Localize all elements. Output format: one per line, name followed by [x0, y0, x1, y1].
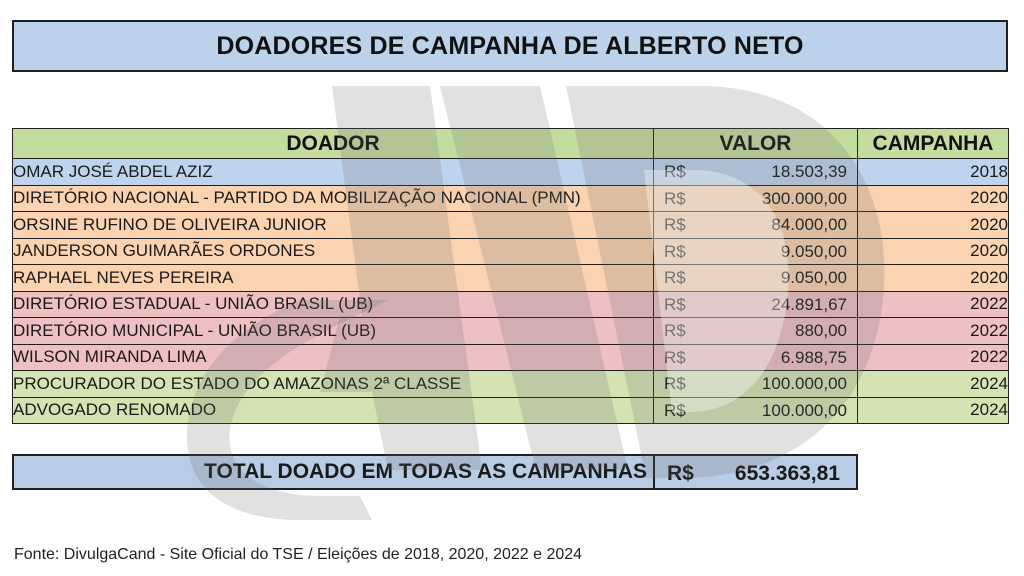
campaign-year: 2020	[857, 184, 1009, 212]
donation-amount: 9.050,00	[780, 268, 847, 287]
table-row: JANDERSON GUIMARÃES ORDONES R$ 9.050,00 202…	[12, 237, 1009, 265]
campaign-year: 2022	[857, 290, 1009, 318]
table-row: DIRETÓRIO ESTADUAL - UNIÃO BRASIL (UB) R$…	[12, 290, 1009, 318]
table-row: RAPHAEL NEVES PEREIRA R$ 9.050,00 2020	[12, 264, 1009, 292]
campaign-year: 2022	[857, 317, 1009, 345]
donor-name: PROCURADOR DO ESTADO DO AMAZONAS 2ª CLAS…	[12, 370, 654, 398]
currency-symbol: R$	[664, 215, 686, 234]
total-currency: R$	[667, 462, 694, 485]
header-value: VALOR	[653, 128, 858, 159]
currency-symbol: R$	[664, 188, 686, 208]
total-value-cell: R$ 653.363,81	[655, 456, 856, 488]
header-donor: DOADOR	[12, 128, 654, 159]
table-row: DIRETÓRIO NACIONAL - PARTIDO DA MOBILIZA…	[12, 184, 1009, 212]
currency-symbol: R$	[664, 162, 686, 181]
total-row: TOTAL DOADO EM TODAS AS CAMPANHAS R$ 653…	[12, 454, 858, 490]
donor-value-cell: R$ 18.503,39	[653, 158, 858, 186]
donor-name: JANDERSON GUIMARÃES ORDONES	[12, 237, 654, 265]
donation-amount: 100.000,00	[761, 400, 847, 420]
table-row: WILSON MIRANDA LIMA R$ 6.988,75 2022	[12, 343, 1009, 371]
currency-symbol: R$	[664, 268, 686, 287]
donor-value-cell: R$ 6.988,75	[653, 343, 858, 371]
donor-value-cell: R$ 880,00	[653, 317, 858, 345]
donation-amount: 300.000,00	[761, 188, 847, 208]
donation-amount: 84.000,00	[771, 215, 847, 234]
donor-value-cell: R$ 84.000,00	[653, 211, 858, 239]
currency-symbol: R$	[664, 374, 686, 393]
table-header-row: DOADOR VALOR CAMPANHA	[12, 128, 1009, 159]
total-amount: 653.363,81	[734, 462, 840, 485]
donation-amount: 24.891,67	[771, 294, 847, 314]
donor-value-cell: R$ 24.891,67	[653, 290, 858, 318]
donor-name: DIRETÓRIO NACIONAL - PARTIDO DA MOBILIZA…	[12, 184, 654, 212]
total-label: TOTAL DOADO EM TODAS AS CAMPANHAS	[14, 456, 655, 488]
donor-name: OMAR JOSÉ ABDEL AZIZ	[12, 158, 654, 186]
donor-value-cell: R$ 100.000,00	[653, 370, 858, 398]
source-note: Fonte: DivulgaCand - Site Oficial do TSE…	[14, 546, 583, 563]
campaign-year: 2020	[857, 211, 1009, 239]
donors-table: DOADOR VALOR CAMPANHA OMAR JOSÉ ABDEL AZ…	[12, 128, 1009, 424]
campaign-year: 2018	[857, 158, 1009, 186]
currency-symbol: R$	[664, 347, 686, 367]
donor-name: RAPHAEL NEVES PEREIRA	[12, 264, 654, 292]
donation-amount: 6.988,75	[780, 347, 847, 367]
table-row: OMAR JOSÉ ABDEL AZIZ R$ 18.503,39 2018	[12, 158, 1009, 186]
table-row: PROCURADOR DO ESTADO DO AMAZONAS 2ª CLAS…	[12, 370, 1009, 398]
campaign-year: 2022	[857, 343, 1009, 371]
donor-name: ADVOGADO RENOMADO	[12, 396, 654, 424]
donation-amount: 9.050,00	[780, 241, 847, 261]
currency-symbol: R$	[664, 400, 686, 420]
campaign-year: 2020	[857, 237, 1009, 265]
donor-value-cell: R$ 100.000,00	[653, 396, 858, 424]
donor-name: DIRETÓRIO ESTADUAL - UNIÃO BRASIL (UB)	[12, 290, 654, 318]
campaign-year: 2024	[857, 396, 1009, 424]
donor-name: WILSON MIRANDA LIMA	[12, 343, 654, 371]
currency-symbol: R$	[664, 321, 686, 340]
table-row: ADVOGADO RENOMADO R$ 100.000,00 2024	[12, 396, 1009, 424]
table-row: DIRETÓRIO MUNICIPAL - UNIÃO BRASIL (UB) R…	[12, 317, 1009, 345]
donation-amount: 18.503,39	[771, 162, 847, 181]
donation-amount: 100.000,00	[761, 374, 847, 393]
donor-name: DIRETÓRIO MUNICIPAL - UNIÃO BRASIL (UB)	[12, 317, 654, 345]
table-row: ORSINE RUFINO DE OLIVEIRA JUNIOR R$ 84.000…	[12, 211, 1009, 239]
currency-symbol: R$	[664, 241, 686, 261]
campaign-year: 2020	[857, 264, 1009, 292]
donor-value-cell: R$ 300.000,00	[653, 184, 858, 212]
donor-value-cell: R$ 9.050,00	[653, 264, 858, 292]
donation-amount: 880,00	[795, 321, 847, 340]
donor-value-cell: R$ 9.050,00	[653, 237, 858, 265]
donor-name: ORSINE RUFINO DE OLIVEIRA JUNIOR	[12, 211, 654, 239]
campaign-year: 2024	[857, 370, 1009, 398]
currency-symbol: R$	[664, 294, 686, 314]
header-campaign: CAMPANHA	[857, 128, 1009, 159]
page-title: DOADORES DE CAMPANHA DE ALBERTO NETO	[12, 20, 1008, 72]
